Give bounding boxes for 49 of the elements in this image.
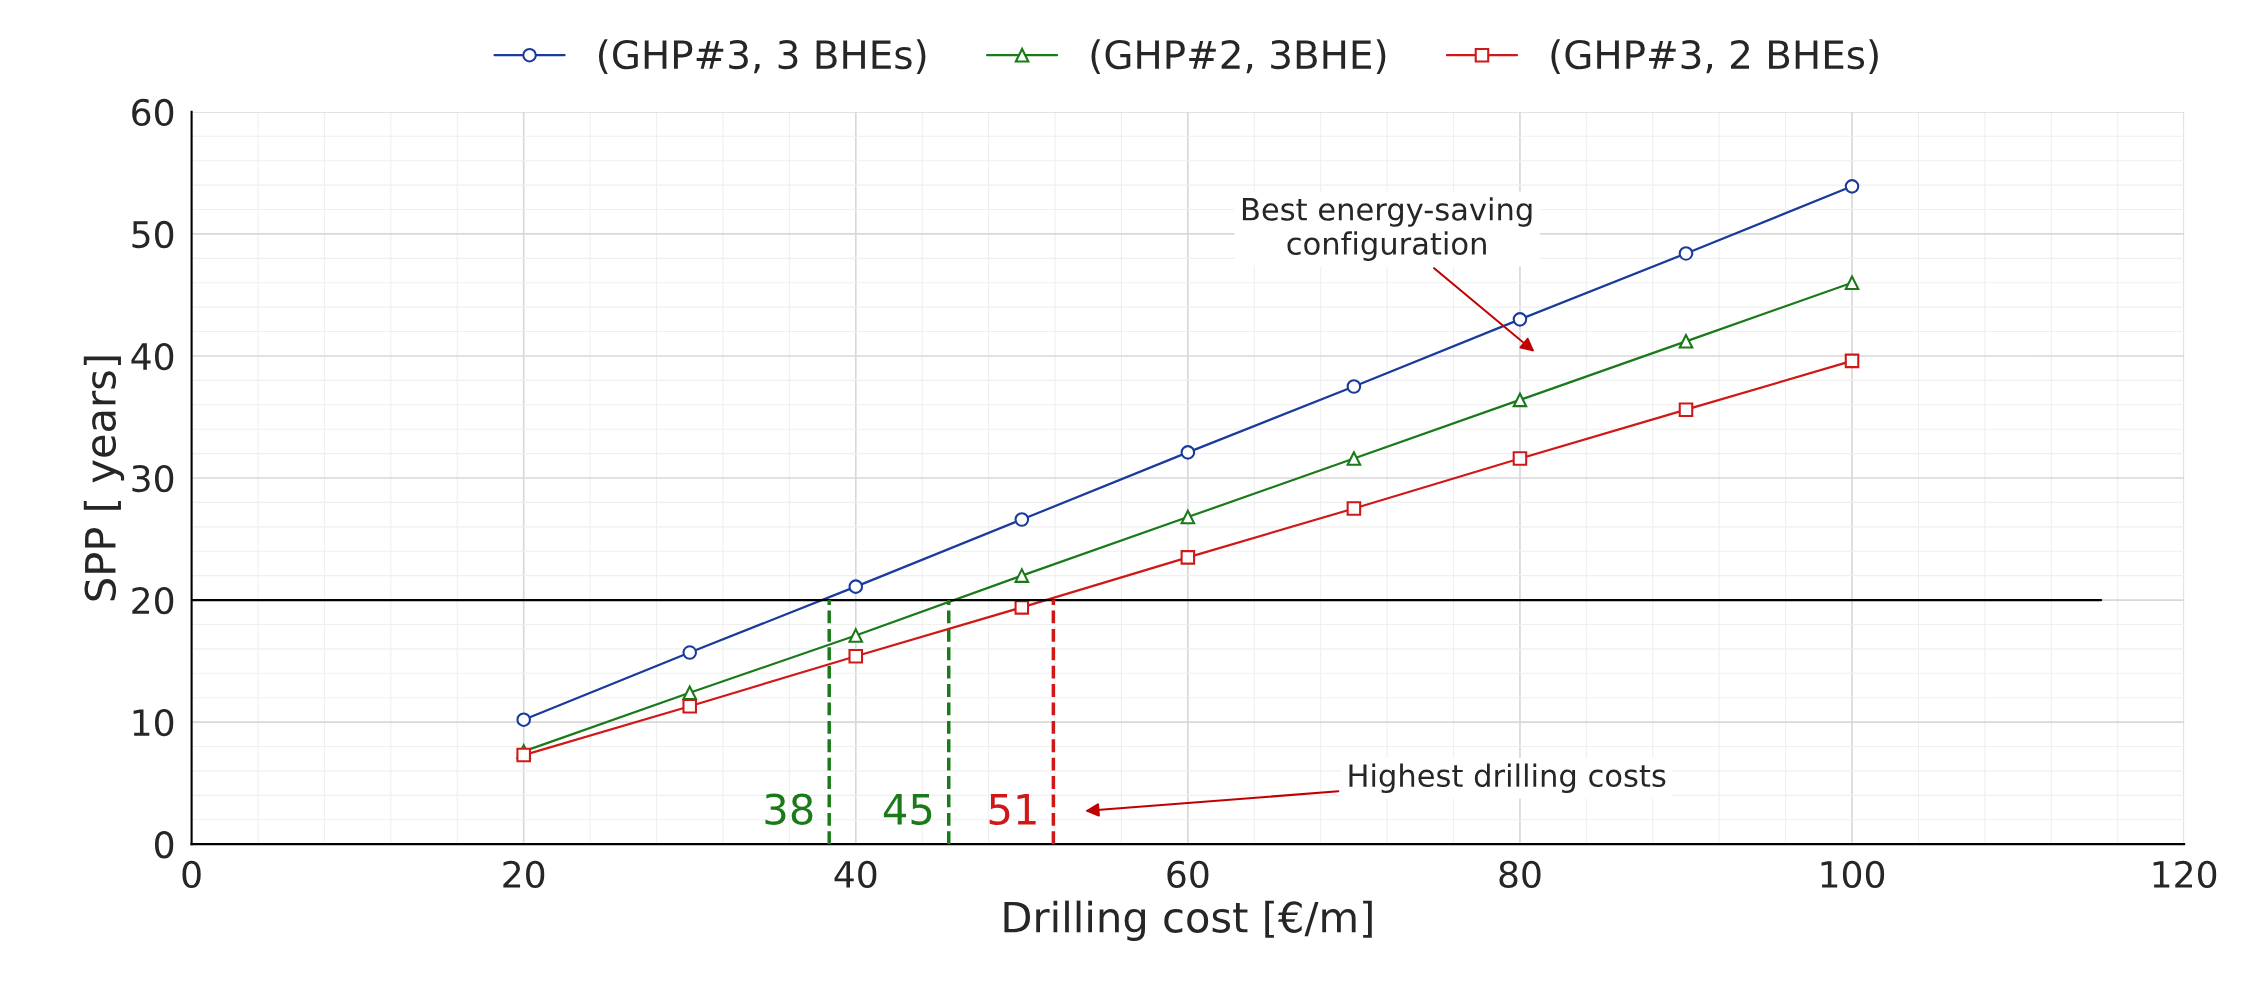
- x-tick-label: 80: [1499, 860, 1541, 889]
- point: [1346, 501, 1362, 516]
- legend-label: (GHP#2, 3BHE): [1091, 39, 1386, 74]
- point: [1844, 275, 1860, 291]
- y-tick-label: 30: [132, 464, 174, 493]
- y-tick-label: 60: [132, 98, 174, 127]
- annotation: 38: [765, 793, 813, 825]
- point: [1180, 445, 1196, 460]
- point: [1844, 353, 1860, 369]
- point: [1180, 550, 1196, 565]
- point: [1678, 334, 1694, 349]
- annotation: 45: [883, 794, 932, 825]
- annotation: Highest drilling costs: [1349, 763, 1666, 794]
- point: [848, 628, 864, 643]
- y-axis-title: SPP [ years]: [83, 356, 125, 601]
- point: [682, 645, 698, 660]
- x-axis-title: Drilling cost [€/m]: [1004, 900, 1372, 941]
- y-tick-label: 40: [131, 342, 174, 371]
- point: [1678, 402, 1694, 417]
- annotation: 51: [989, 794, 1036, 825]
- point: [1512, 312, 1528, 327]
- point: [1678, 246, 1694, 261]
- legend-label: (GHP#3, 2 BHEs): [1551, 39, 1878, 74]
- point: [1844, 179, 1860, 194]
- x-tick-label: 40: [834, 860, 877, 889]
- point: [1512, 392, 1528, 408]
- x-tick-label: 120: [2153, 860, 2217, 889]
- point: [682, 698, 698, 714]
- point: [1014, 512, 1030, 527]
- point: [1512, 451, 1528, 466]
- x-tick-label: 0: [182, 860, 201, 889]
- x-tick-label: 60: [1167, 860, 1209, 889]
- point: [1014, 568, 1030, 583]
- point: [848, 579, 864, 594]
- point: [516, 712, 531, 727]
- legend-label: (GHP#3, 3 BHEs): [599, 39, 926, 74]
- point: [516, 747, 531, 763]
- y-tick-label: 20: [132, 586, 174, 615]
- y-tick-label: 50: [132, 220, 174, 249]
- x-tick-label: 100: [1821, 860, 1885, 889]
- y-tick-label: 0: [155, 831, 174, 859]
- point: [1014, 600, 1030, 615]
- point: [1180, 509, 1196, 525]
- point: [848, 648, 864, 664]
- point: [1346, 379, 1362, 394]
- point: [1346, 451, 1362, 466]
- y-tick-label: 10: [133, 709, 174, 737]
- annotation: Best energy-saving configuration: [1242, 197, 1532, 261]
- x-tick-label: 20: [503, 860, 545, 889]
